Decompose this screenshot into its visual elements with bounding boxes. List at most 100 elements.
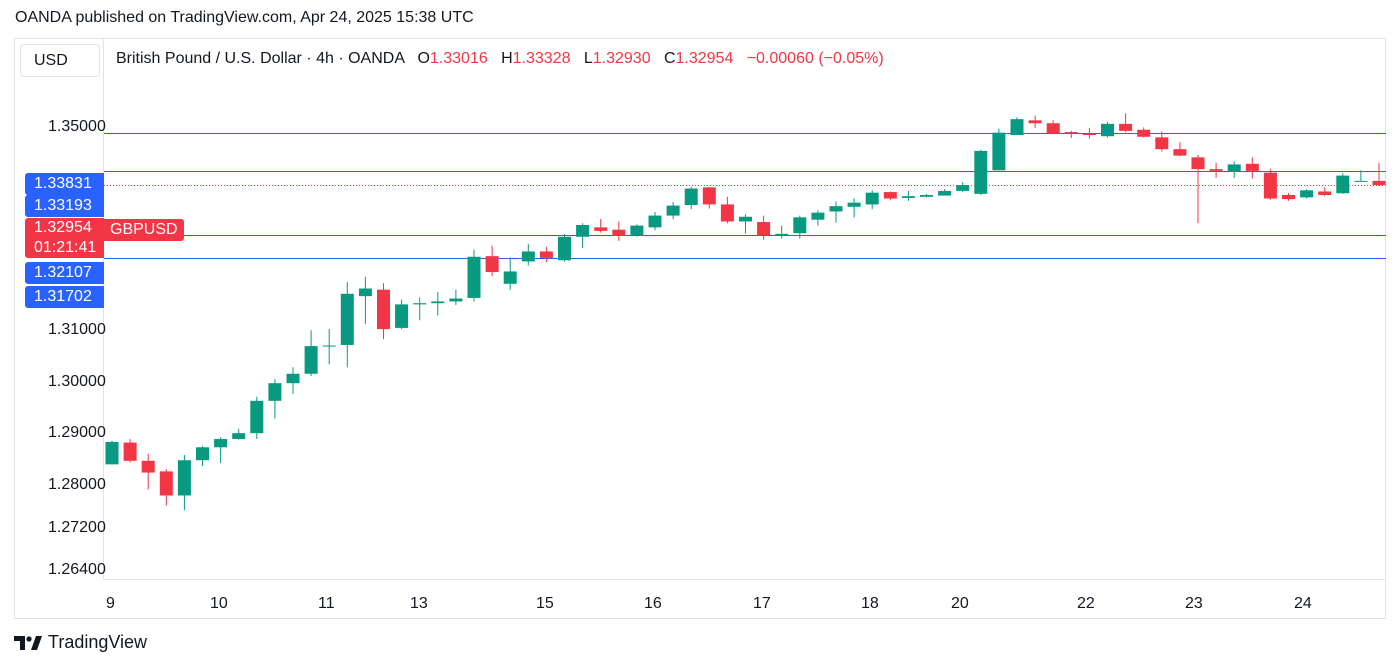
x-tick: 22 [1077, 595, 1095, 612]
candle-body [449, 298, 463, 302]
legend-symbol: British Pound / U.S. Dollar · 4h · OANDA [116, 50, 405, 67]
candle-body [1101, 123, 1114, 137]
candle-body [250, 400, 264, 434]
candle-body [1245, 163, 1259, 171]
x-tick: 9 [106, 595, 115, 612]
candle-body [1263, 172, 1277, 199]
candle-body [485, 256, 499, 273]
candle-body [938, 190, 952, 196]
last-price-tag: 1.32954 01:21:41 [25, 218, 104, 258]
hline-label-3: 1.32107 [25, 262, 104, 284]
candle-body [1064, 132, 1078, 134]
candle-body [141, 460, 155, 473]
candle-body [1372, 180, 1386, 186]
price-axis[interactable]: 1.35000 1.31000 1.30000 1.29000 1.28000 … [14, 38, 106, 579]
candle-body [503, 271, 517, 284]
candle-body [847, 202, 861, 207]
candle-body [1155, 137, 1169, 150]
candle-body [901, 196, 915, 198]
chart-legend: British Pound / U.S. Dollar · 4h · OANDA… [116, 50, 884, 68]
candle-body [720, 204, 734, 222]
chart-frame [14, 38, 1386, 619]
candle-body [539, 251, 553, 258]
x-tick: 10 [210, 595, 228, 612]
candle-body [739, 216, 752, 222]
candle-body [286, 373, 300, 384]
candle-body [594, 227, 608, 231]
candle-body [431, 301, 445, 304]
candle-body [1227, 164, 1241, 172]
candle-body [1173, 149, 1187, 156]
y-tick: 1.31000 [48, 321, 106, 338]
candle-body [232, 433, 246, 440]
candle-body [956, 185, 970, 191]
candle-body [268, 383, 282, 401]
candle-body [648, 215, 662, 228]
y-tick: 1.27200 [48, 519, 106, 536]
candle-body [123, 442, 137, 461]
legend-low-value: 1.32930 [592, 50, 651, 67]
candle-body [1354, 180, 1368, 182]
legend-close-label: C [663, 50, 676, 67]
y-tick: 1.35000 [48, 118, 106, 135]
candle-body [757, 222, 771, 235]
candle-body [413, 303, 427, 305]
candle-body [775, 233, 789, 235]
candle-body [558, 236, 571, 261]
candle-body [684, 188, 698, 206]
y-tick: 1.30000 [48, 373, 106, 390]
legend-close-value: 1.32954 [675, 50, 734, 67]
candle-body [1028, 120, 1042, 124]
time-axis[interactable] [104, 579, 1386, 619]
candle-body [177, 460, 191, 496]
candle-body [395, 304, 409, 328]
candle-body [1191, 157, 1205, 170]
y-tick: 1.29000 [48, 424, 106, 441]
tradingview-logo[interactable]: TradingView [14, 632, 147, 653]
x-tick: 20 [951, 595, 969, 612]
x-tick: 24 [1294, 595, 1312, 612]
legend-open-value: 1.33016 [429, 50, 488, 67]
y-tick: 1.26400 [48, 561, 106, 578]
candle-body [467, 256, 481, 298]
candle-body [377, 289, 390, 330]
hline-label-4: 1.31702 [25, 286, 104, 308]
candle-body [666, 205, 680, 216]
candle-body [1209, 169, 1223, 171]
legend-low-label: L [583, 50, 593, 67]
symbol-badge: GBPUSD [104, 219, 184, 241]
candle-body [304, 346, 318, 374]
candle-body [612, 229, 626, 236]
last-price-value: 1.32954 [34, 219, 92, 236]
candle-body [1010, 119, 1024, 136]
candle-body [340, 293, 354, 345]
candle-body [159, 471, 173, 496]
legend-high-value: 1.33328 [512, 50, 571, 67]
brand-name: TradingView [48, 632, 148, 652]
x-tick: 11 [318, 595, 335, 612]
candlestick-plot[interactable] [104, 38, 1386, 579]
candle-body [1137, 129, 1151, 137]
hline-label-1: 1.33831 [25, 173, 104, 195]
y-tick: 1.28000 [48, 476, 106, 493]
candle-body [1046, 123, 1060, 134]
candle-body [630, 225, 644, 235]
candle-body [702, 187, 716, 205]
candle-body [992, 132, 1006, 171]
x-tick: 13 [410, 595, 428, 612]
candle-body [1082, 133, 1096, 136]
x-tick: 23 [1185, 595, 1203, 612]
legend-change: −0.00060 (−0.05%) [746, 50, 884, 67]
candle-body [974, 150, 988, 194]
candle-body [322, 345, 336, 347]
bar-countdown: 01:21:41 [34, 239, 97, 256]
candle-body [829, 206, 843, 212]
tradingview-logo-icon [14, 635, 42, 650]
currency-button[interactable]: USD [20, 44, 100, 77]
x-tick: 16 [644, 595, 662, 612]
candle-body [1282, 195, 1295, 200]
candle-body [811, 212, 825, 220]
candle-body [105, 441, 119, 465]
candle-body [521, 251, 535, 262]
legend-open-label: O [417, 50, 430, 67]
